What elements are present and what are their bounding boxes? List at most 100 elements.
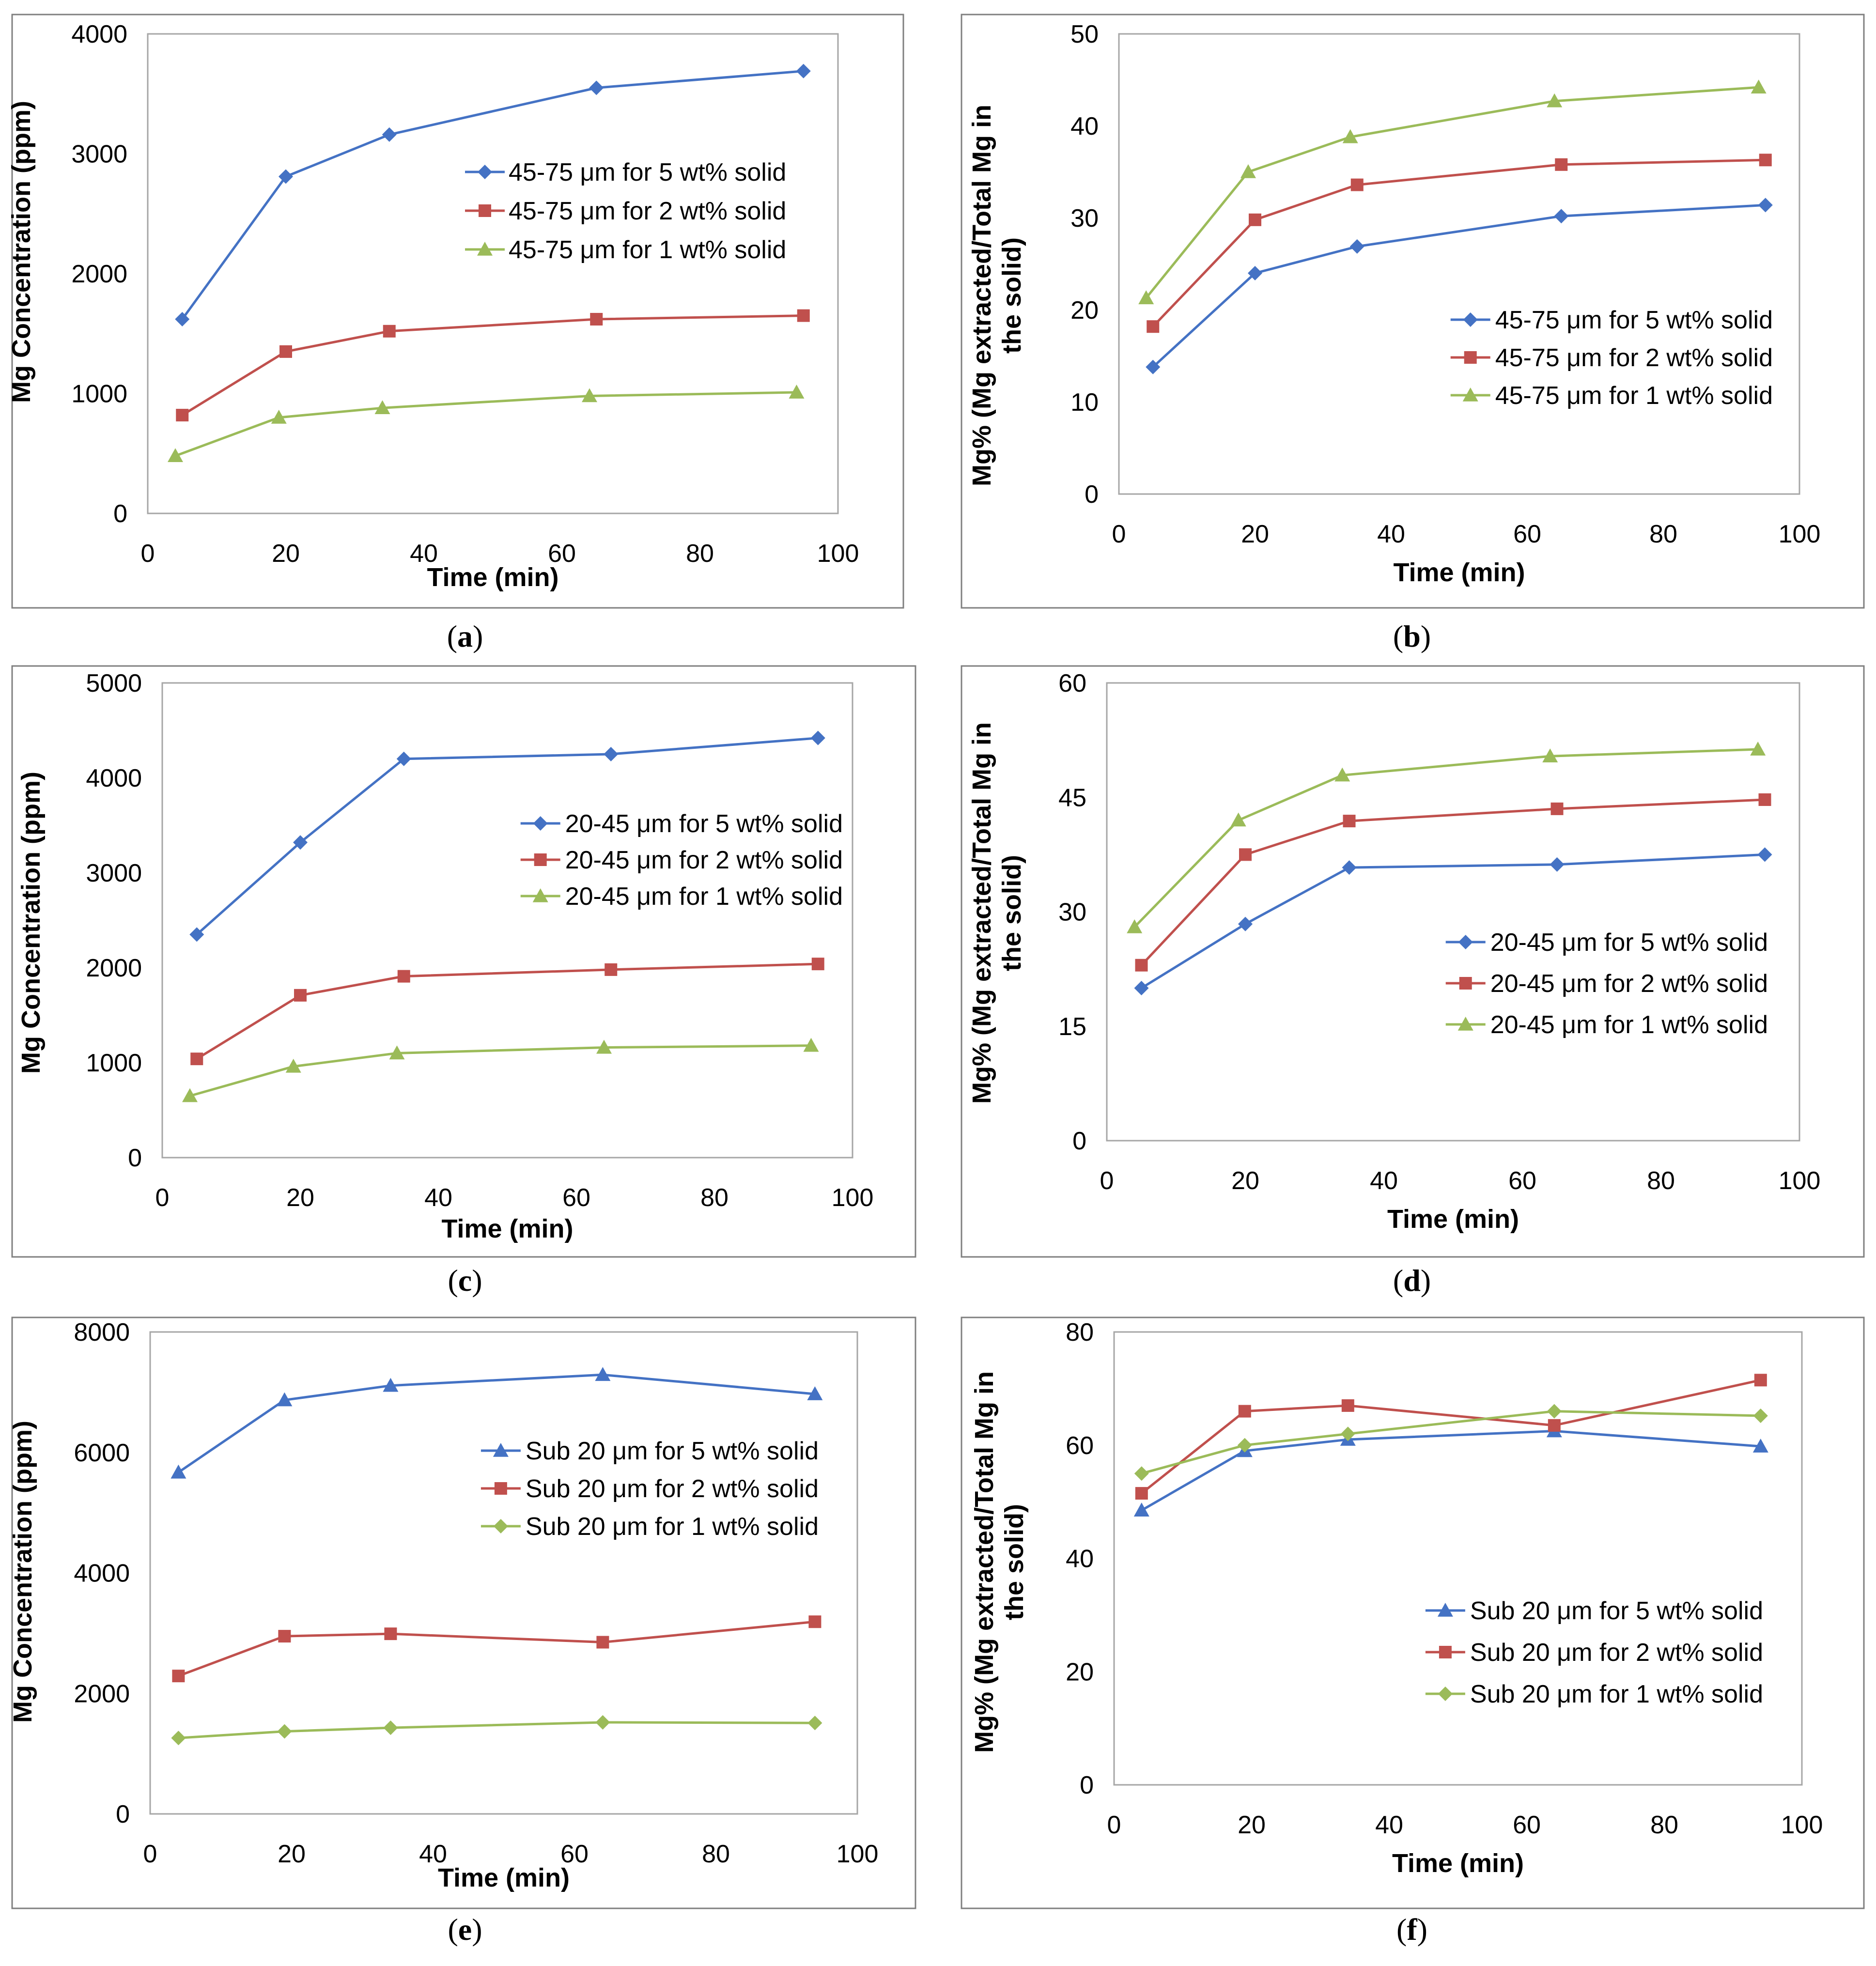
data-point bbox=[293, 835, 308, 850]
data-point bbox=[1350, 178, 1364, 191]
legend-marker bbox=[1457, 1017, 1473, 1031]
plot-area bbox=[1113, 1331, 1803, 1786]
y-tick-label: 60 bbox=[1058, 669, 1086, 697]
panel-label: (e) bbox=[448, 1912, 482, 1947]
data-point bbox=[383, 1378, 399, 1392]
x-tick-label: 20 bbox=[1231, 1167, 1259, 1195]
legend-label: 20-45 μm for 5 wt% solid bbox=[1490, 929, 1768, 957]
panel-label-open: ( bbox=[448, 1263, 458, 1298]
legend-label: Sub 20 μm for 1 wt% solid bbox=[1470, 1680, 1763, 1708]
legend-label: 45-75 μm for 1 wt% solid bbox=[509, 236, 786, 264]
data-point bbox=[595, 1367, 611, 1381]
plot-area bbox=[149, 1331, 858, 1815]
legend-marker bbox=[1438, 1687, 1453, 1701]
data-point bbox=[1343, 815, 1356, 828]
panel-label-open: ( bbox=[448, 1912, 458, 1947]
y-tick-label: 2000 bbox=[86, 954, 142, 982]
x-tick-label: 0 bbox=[1100, 1167, 1114, 1195]
data-point bbox=[1238, 1405, 1251, 1418]
data-point bbox=[382, 127, 397, 142]
x-axis-title: Time (min) bbox=[1393, 558, 1525, 587]
legend-label: 20-45 μm for 1 wt% solid bbox=[565, 882, 843, 911]
legend-marker bbox=[534, 853, 547, 866]
x-tick-label: 40 bbox=[410, 540, 438, 568]
data-point bbox=[1547, 93, 1563, 108]
x-tick-label: 0 bbox=[141, 540, 155, 568]
legend-marker bbox=[479, 204, 491, 217]
y-tick-label: 10 bbox=[1070, 388, 1099, 417]
data-point bbox=[168, 448, 183, 462]
data-point bbox=[590, 313, 603, 326]
data-point bbox=[171, 1731, 186, 1746]
x-tick-label: 40 bbox=[1370, 1167, 1398, 1195]
data-point bbox=[1542, 748, 1558, 762]
data-point bbox=[1340, 1426, 1355, 1441]
y-tick-label: 4000 bbox=[71, 20, 127, 48]
legend-marker bbox=[494, 1482, 507, 1495]
y-tick-label: 30 bbox=[1058, 898, 1086, 927]
x-tick-label: 100 bbox=[1779, 520, 1821, 548]
chart-panel-c: 0 1000 2000 3000 4000 5000 0 20 40 60 80 100 Time (m… bbox=[11, 665, 916, 1298]
x-tick-label: 100 bbox=[1781, 1811, 1823, 1839]
x-tick-label: 40 bbox=[1375, 1811, 1403, 1839]
x-tick-label: 60 bbox=[562, 1184, 590, 1212]
data-point bbox=[810, 730, 825, 745]
data-point bbox=[1750, 742, 1766, 756]
panel-label: (f) bbox=[1396, 1912, 1427, 1947]
x-tick-label: 80 bbox=[1647, 1167, 1675, 1195]
x-axis-title: Time (min) bbox=[438, 1863, 570, 1892]
x-tick-label: 100 bbox=[837, 1840, 879, 1868]
y-axis-title-line: Mg% (Mg extracted/Total Mg in bbox=[967, 722, 996, 1104]
y-tick-label: 15 bbox=[1058, 1013, 1086, 1041]
data-point bbox=[1238, 916, 1253, 931]
data-point bbox=[1547, 1404, 1562, 1419]
legend-marker bbox=[1458, 935, 1473, 949]
data-point bbox=[189, 927, 204, 942]
y-tick-label: 2000 bbox=[74, 1680, 130, 1708]
y-tick-label: 45 bbox=[1058, 784, 1086, 812]
legend-marker bbox=[493, 1519, 508, 1533]
legend-label: 45-75 μm for 2 wt% solid bbox=[1495, 344, 1773, 372]
data-point bbox=[596, 1636, 609, 1649]
data-point bbox=[1230, 812, 1246, 827]
data-point bbox=[1239, 848, 1252, 861]
data-point bbox=[1134, 1466, 1149, 1481]
legend-marker bbox=[1464, 351, 1477, 364]
legend-marker bbox=[477, 242, 493, 256]
legend-label: Sub 20 μm for 2 wt% solid bbox=[526, 1475, 819, 1503]
y-tick-label: 0 bbox=[1085, 480, 1099, 509]
y-axis-title: Mg% (Mg extracted/Total Mg inthe solid) bbox=[967, 722, 1026, 1104]
x-tick-label: 20 bbox=[286, 1184, 314, 1212]
y-tick-label: 3000 bbox=[71, 140, 127, 169]
data-point bbox=[1237, 1438, 1252, 1453]
data-point bbox=[383, 1720, 398, 1735]
data-point bbox=[294, 989, 307, 1002]
legend-label: 20-45 μm for 2 wt% solid bbox=[565, 846, 843, 874]
y-tick-label: 20 bbox=[1070, 296, 1099, 325]
panel-label: (c) bbox=[448, 1263, 482, 1298]
data-point bbox=[1753, 1408, 1768, 1423]
data-point bbox=[1752, 1439, 1768, 1453]
data-point bbox=[1342, 129, 1358, 143]
x-tick-label: 20 bbox=[278, 1840, 306, 1868]
y-tick-label: 2000 bbox=[71, 260, 127, 288]
panel-label-letter: c bbox=[458, 1263, 472, 1298]
data-point bbox=[279, 169, 293, 184]
x-tick-label: 0 bbox=[1112, 520, 1126, 548]
x-tick-label: 0 bbox=[155, 1184, 170, 1212]
x-axis-title: Time (min) bbox=[1387, 1205, 1519, 1234]
data-point bbox=[789, 385, 805, 399]
x-tick-label: 80 bbox=[702, 1840, 730, 1868]
x-tick-label: 60 bbox=[1513, 520, 1541, 548]
x-tick-label: 60 bbox=[548, 540, 576, 568]
y-tick-label: 40 bbox=[1070, 112, 1099, 140]
data-point bbox=[1554, 209, 1569, 224]
data-point bbox=[172, 1670, 185, 1683]
panel-label-letter: a bbox=[457, 619, 473, 653]
y-tick-label: 4000 bbox=[86, 764, 142, 792]
data-point bbox=[1759, 154, 1772, 167]
x-tick-label: 100 bbox=[1779, 1167, 1821, 1195]
data-point bbox=[279, 345, 292, 358]
legend-marker bbox=[532, 888, 548, 902]
